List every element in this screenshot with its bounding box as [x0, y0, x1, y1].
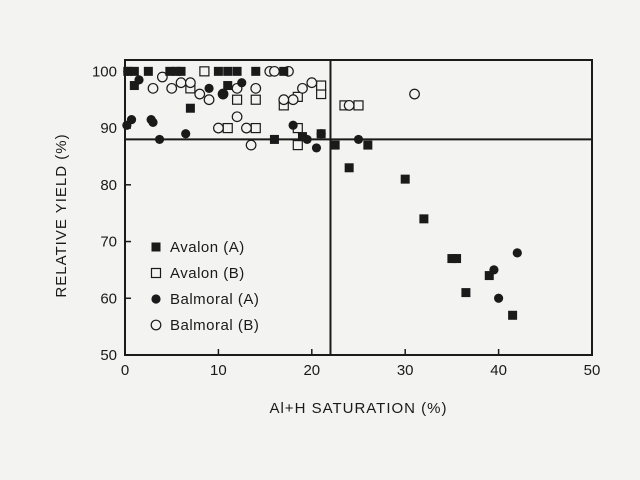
- data-point: [400, 174, 410, 184]
- data-point: [316, 80, 327, 91]
- data-point: [287, 94, 299, 106]
- data-point: [176, 66, 186, 76]
- legend-marker: [150, 267, 162, 279]
- plot-area: [124, 59, 593, 356]
- data-point: [447, 254, 457, 264]
- data-point: [250, 82, 262, 94]
- data-point: [181, 129, 191, 139]
- data-point: [175, 77, 187, 89]
- data-point: [419, 214, 429, 224]
- data-point: [302, 134, 312, 145]
- data-point: [330, 140, 340, 150]
- y-tick-label: 80: [100, 177, 117, 194]
- data-point: [278, 94, 290, 106]
- y-tick-label: 60: [100, 290, 117, 307]
- data-point: [199, 66, 210, 77]
- legend-label: Balmoral (A): [170, 291, 259, 308]
- data-point: [129, 66, 139, 76]
- legend-marker: [151, 242, 161, 252]
- plot-border: [124, 59, 593, 356]
- x-tick-label: 40: [490, 362, 507, 379]
- data-point: [213, 66, 223, 76]
- data-point: [171, 66, 181, 76]
- x-axis-title: Al+H SATURATION (%): [269, 400, 447, 417]
- data-point: [245, 139, 257, 151]
- data-point: [223, 81, 233, 91]
- data-point: [409, 88, 420, 100]
- data-point: [484, 271, 494, 281]
- data-point: [343, 99, 355, 111]
- legend-label: Avalon (A): [170, 239, 245, 256]
- legend-label: Balmoral (B): [170, 317, 259, 334]
- data-point: [250, 94, 261, 105]
- y-tick-label: 90: [100, 120, 117, 137]
- data-point: [232, 66, 242, 76]
- x-tick-label: 30: [397, 362, 414, 379]
- data-point: [134, 75, 144, 85]
- data-point: [363, 140, 373, 150]
- data-point: [184, 77, 196, 89]
- data-point: [147, 82, 159, 94]
- x-axis: 0 10 20 30 40 50: [121, 349, 601, 379]
- data-point: [166, 82, 178, 94]
- data-point: [316, 88, 327, 100]
- data-point: [165, 66, 175, 76]
- data-point: [194, 88, 206, 100]
- data-point: [129, 81, 139, 91]
- data-point: [353, 134, 364, 145]
- data-point: [269, 134, 279, 144]
- data-point: [231, 111, 243, 123]
- data-point: [279, 66, 289, 76]
- y-tick-label: 100: [92, 63, 117, 80]
- y-tick-label: 50: [100, 347, 117, 364]
- data-point: [204, 83, 214, 93]
- x-tick-label: 50: [584, 362, 601, 379]
- data-point: [185, 103, 195, 113]
- data-point: [143, 66, 153, 76]
- data-point: [269, 65, 280, 77]
- data-point: [231, 94, 243, 105]
- x-tick-label: 0: [121, 362, 129, 379]
- data-point: [218, 89, 228, 99]
- data-point: [306, 77, 318, 89]
- data-point: [148, 117, 158, 128]
- data-point: [212, 122, 224, 134]
- data-point: [222, 122, 233, 134]
- data-point: [489, 265, 499, 275]
- data-point: [344, 163, 354, 173]
- data-point: [154, 134, 165, 145]
- y-tick-label: 70: [100, 234, 117, 251]
- data-point: [241, 122, 252, 134]
- data-point: [237, 78, 247, 88]
- data-point: [288, 120, 298, 130]
- data-point: [156, 71, 168, 83]
- data-point: [292, 139, 303, 151]
- y-axis-title: RELATIVE YIELD (%): [53, 133, 70, 297]
- data-point: [297, 132, 307, 142]
- legend-label: Avalon (B): [170, 265, 245, 282]
- data-point: [250, 122, 261, 134]
- data-point: [126, 114, 137, 125]
- x-tick-label: 10: [210, 362, 227, 379]
- data-point: [123, 66, 133, 76]
- data-point: [203, 94, 215, 106]
- data-point: [452, 254, 462, 264]
- data-point: [311, 143, 322, 153]
- x-tick-label: 20: [303, 362, 320, 379]
- data-point: [461, 288, 471, 298]
- series-balmoral-a: [122, 66, 522, 303]
- data-point: [316, 129, 326, 139]
- data-point: [494, 293, 504, 303]
- legend-marker: [150, 319, 162, 331]
- data-point: [512, 248, 522, 258]
- data-point: [508, 310, 518, 320]
- legend: Avalon (A) Avalon (B) Balmoral (A) Balmoral…: [150, 239, 259, 334]
- legend-marker: [151, 294, 161, 304]
- data-points: [122, 65, 522, 320]
- data-point: [251, 66, 261, 76]
- data-point: [223, 66, 233, 76]
- data-point: [297, 82, 308, 94]
- data-point: [353, 100, 364, 111]
